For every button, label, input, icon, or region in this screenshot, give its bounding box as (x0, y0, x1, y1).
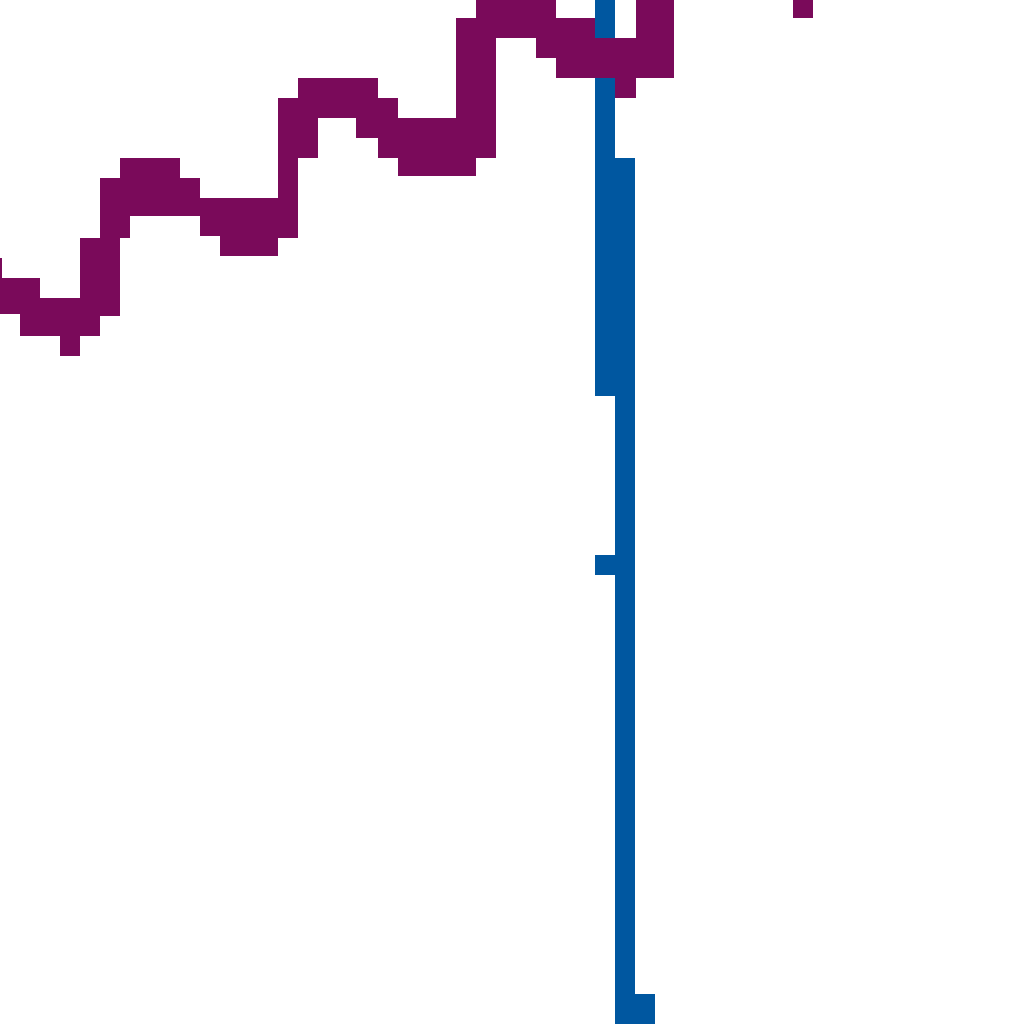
blue-route-line (595, 0, 655, 1024)
purple-route-segment (636, 0, 674, 78)
purple-route-line (0, 0, 813, 356)
blue-route-segment (615, 994, 655, 1024)
purple-route-segment (60, 336, 80, 356)
blue-route-segment (615, 396, 635, 1024)
purple-route-segment (614, 60, 636, 98)
purple-route-segment (278, 118, 318, 158)
blue-route-segment (595, 158, 635, 396)
purple-route-segment (793, 0, 813, 18)
blue-route-segment (595, 555, 617, 575)
purple-route-segment (456, 18, 496, 158)
blue-route-segment (595, 0, 615, 38)
purple-route-segment (80, 238, 120, 316)
blue-route-segment (595, 78, 615, 158)
purple-route-segment (0, 258, 2, 278)
purple-route-segment (220, 230, 278, 256)
purple-route-segment (120, 178, 200, 216)
